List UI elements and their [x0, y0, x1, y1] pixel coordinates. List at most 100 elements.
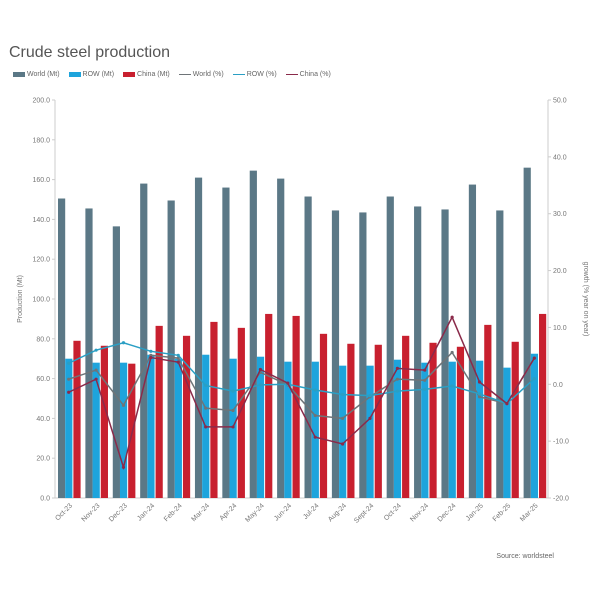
bar-china-mt — [182, 335, 191, 498]
legend-item: World (Mt) — [13, 71, 60, 78]
bar-china-mt — [237, 327, 245, 498]
bar-world-mt — [222, 187, 230, 498]
legend-label: World (Mt) — [27, 71, 60, 78]
y2-axis-title: growth (% year on year) — [582, 262, 589, 337]
point-china- — [94, 377, 98, 381]
point-china- — [450, 315, 454, 319]
point-china- — [340, 442, 345, 446]
legend-label: ROW (%) — [246, 71, 277, 78]
legend-label: China (Mt) — [137, 71, 170, 78]
y2-tick-label: 20.0 — [553, 268, 567, 275]
point-row- — [395, 389, 399, 393]
legend: World (Mt) ROW (Mt) China (Mt) World (%) ROW… — [13, 71, 331, 78]
y2-tick-label: 40.0 — [553, 154, 567, 161]
point-china- — [395, 366, 399, 370]
bar-china-mt — [429, 342, 437, 498]
bar-china-mt — [402, 335, 410, 498]
legend-swatch — [13, 72, 25, 77]
y2-tick-label: 30.0 — [553, 211, 567, 218]
point-world- — [477, 395, 482, 399]
y-tick-label: 200.0 — [32, 98, 50, 105]
point-row- — [204, 383, 208, 388]
legend-label: ROW (Mt) — [82, 71, 115, 78]
legend-item: World (%) — [178, 71, 224, 78]
point-row- — [94, 348, 98, 352]
bar-china-mt — [265, 313, 273, 498]
point-row- — [368, 394, 372, 398]
bar-row-mt — [119, 362, 128, 498]
bar-row-mt — [448, 361, 456, 498]
bar-world-mt — [194, 177, 203, 499]
bar-row-mt — [174, 358, 182, 498]
bar-world-mt — [112, 226, 120, 499]
y2-tick-label: 0.0 — [553, 382, 563, 389]
point-china- — [231, 425, 235, 429]
point-row- — [149, 349, 153, 353]
point-china- — [67, 390, 71, 394]
point-china- — [121, 465, 126, 469]
bar-row-mt — [311, 361, 319, 498]
bar-china-mt — [292, 315, 300, 498]
x-tick-label: Jan-25 — [465, 502, 485, 522]
point-row- — [258, 383, 263, 387]
point-row- — [532, 377, 536, 381]
x-tick-label: Feb-24 — [163, 502, 184, 523]
point-row- — [67, 361, 71, 365]
bar-world-mt — [523, 167, 531, 498]
point-world- — [395, 377, 399, 381]
x-tick-label: Nov-24 — [409, 502, 430, 523]
y-tick-label: 100.0 — [32, 297, 50, 304]
y2-tick-label: -20.0 — [553, 496, 569, 503]
point-china- — [313, 435, 317, 439]
y-tick-label: 40.0 — [36, 416, 50, 423]
x-tick-label: Mar-24 — [190, 502, 211, 523]
point-world- — [340, 416, 345, 420]
legend-label: World (%) — [192, 71, 224, 78]
bar-china-mt — [539, 313, 547, 498]
y-tick-label: 0.0 — [40, 496, 50, 503]
bar-row-mt — [339, 365, 347, 498]
y-tick-label: 140.0 — [32, 217, 50, 224]
bar-row-mt — [421, 362, 429, 498]
bar-world-mt — [277, 178, 285, 499]
bar-row-mt — [393, 359, 402, 498]
bar-china-mt — [511, 341, 519, 498]
x-tick-label: Jan-24 — [136, 502, 156, 522]
x-tick-label: Dec-24 — [437, 502, 458, 523]
bar-china-mt — [128, 363, 136, 498]
x-tick-label: Nov-23 — [81, 502, 102, 523]
line-china- — [68, 315, 535, 471]
bar-china-mt — [347, 343, 355, 498]
point-row- — [176, 353, 180, 357]
bar-china-mt — [484, 324, 492, 498]
bar-row-mt — [65, 358, 73, 498]
x-tick-label: Jun-24 — [273, 502, 293, 522]
bar-world-mt — [331, 210, 340, 498]
y-tick-label: 80.0 — [36, 336, 50, 343]
bar-world-mt — [304, 196, 312, 498]
legend-label: China (%) — [299, 71, 331, 78]
bar-world-mt — [167, 200, 175, 498]
y-tick-label: 180.0 — [32, 137, 50, 144]
y-tick-label: 120.0 — [32, 257, 50, 264]
bar-row-mt — [476, 360, 484, 498]
y-tick-label: 20.0 — [36, 456, 50, 463]
point-row- — [423, 387, 427, 392]
bar-world-mt — [140, 183, 148, 498]
x-tick-label: Aug-24 — [327, 502, 348, 523]
point-china- — [258, 367, 263, 372]
bar-row-mt — [284, 361, 292, 498]
point-world- — [423, 378, 427, 382]
legend-swatch — [68, 72, 81, 77]
legend-item: ROW (Mt) — [68, 71, 115, 78]
x-tick-label: Oct-23 — [54, 502, 74, 522]
y-tick-label: 60.0 — [36, 376, 50, 383]
bar-world-mt — [468, 184, 477, 498]
point-world- — [94, 368, 98, 372]
bar-world-mt — [386, 196, 394, 498]
chart-title: Crude steel production — [9, 44, 170, 61]
point-world- — [313, 413, 317, 418]
point-china- — [532, 356, 536, 360]
